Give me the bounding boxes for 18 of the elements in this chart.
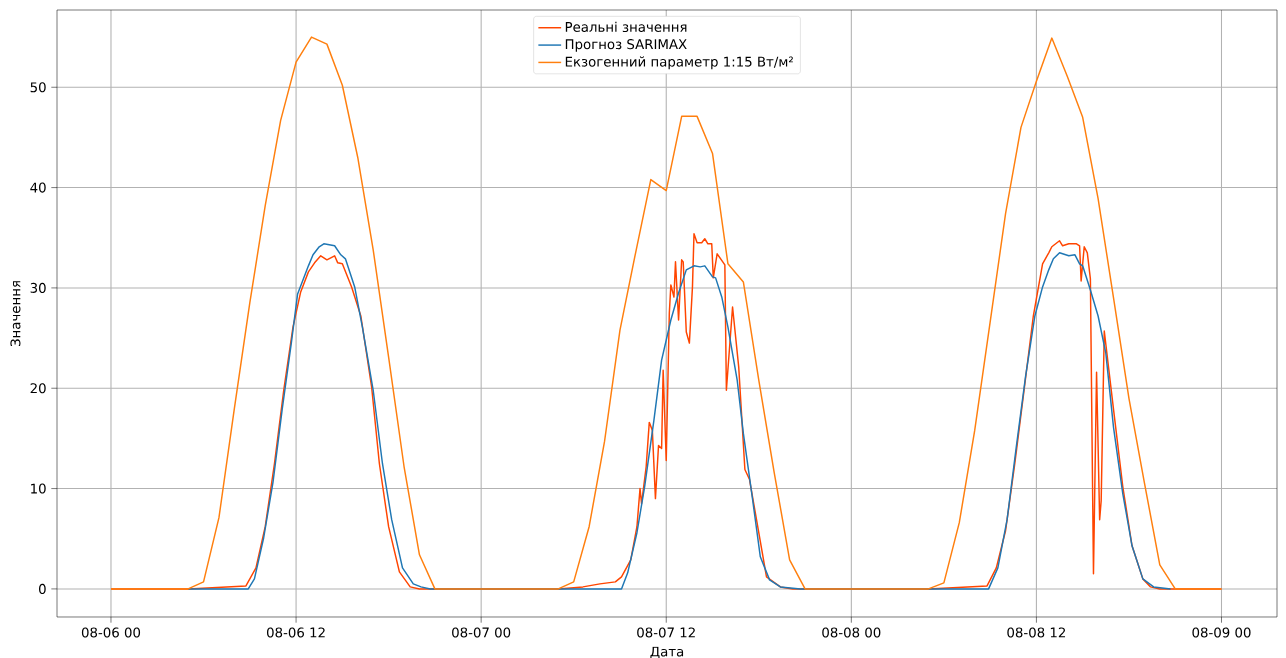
x-tick-label: 08-08 00 (822, 627, 881, 638)
y-tick-label: 0 (39, 583, 46, 594)
x-tick-label: 08-08 12 (1007, 627, 1066, 638)
legend-label: Реальні значення (565, 21, 687, 32)
y-tick-label: 40 (30, 182, 46, 193)
x-axis-title: Дата (650, 646, 684, 658)
x-tick-label: 08-07 12 (637, 627, 695, 638)
x-tick-label: 08-06 00 (81, 627, 141, 638)
y-tick-label: 10 (31, 483, 46, 494)
y-tick-label: 50 (30, 82, 46, 93)
y-tick-label: 20 (30, 383, 46, 394)
y-axis-title: Значення (10, 281, 21, 347)
legend-label: Прогноз SARIMAX (565, 39, 687, 52)
legend-label: Екзогенний параметр 1:15 Вт/м² (565, 56, 793, 70)
x-tick-label: 08-09 00 (1192, 627, 1251, 638)
x-tick-label: 08-07 00 (452, 627, 511, 638)
x-tick-label: 08-06 12 (266, 627, 325, 638)
y-tick-label: 30 (30, 282, 46, 293)
